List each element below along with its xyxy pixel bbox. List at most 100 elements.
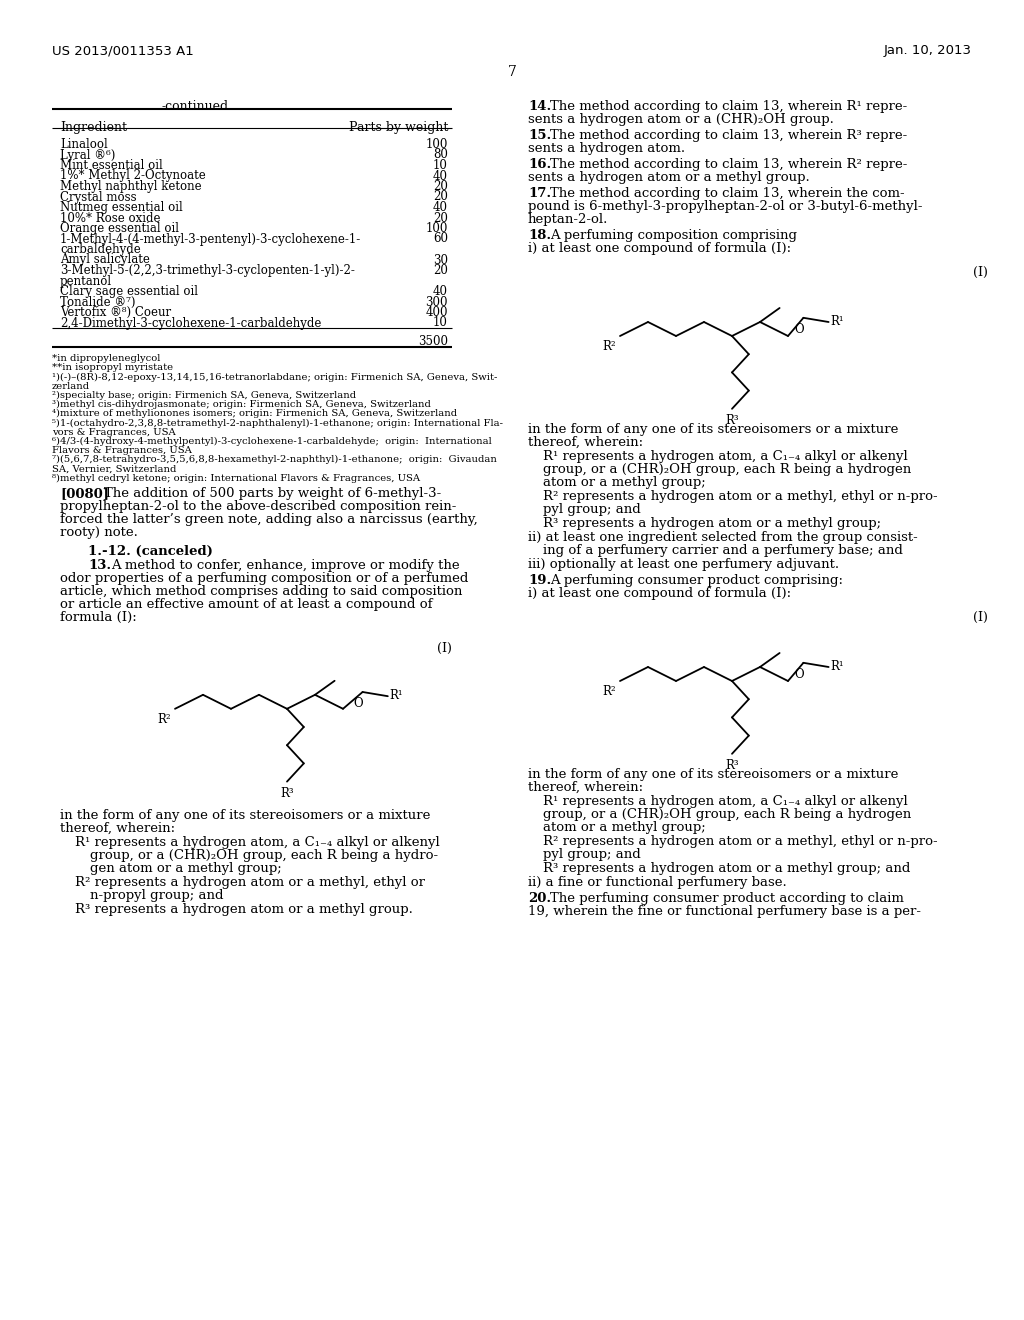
Text: n-propyl group; and: n-propyl group; and <box>90 888 223 902</box>
Text: formula (I):: formula (I): <box>60 611 137 624</box>
Text: -continued: -continued <box>162 100 228 114</box>
Text: 16.: 16. <box>528 158 551 172</box>
Text: A perfuming consumer product comprising:: A perfuming consumer product comprising: <box>550 574 843 587</box>
Text: pyl group; and: pyl group; and <box>543 503 641 516</box>
Text: R² represents a hydrogen atom or a methyl, ethyl or: R² represents a hydrogen atom or a methy… <box>75 875 425 888</box>
Text: Nutmeg essential oil: Nutmeg essential oil <box>60 201 182 214</box>
Text: ³)methyl cis-dihydrojasmonate; origin: Firmenich SA, Geneva, Switzerland: ³)methyl cis-dihydrojasmonate; origin: F… <box>52 400 431 409</box>
Text: ⁷)(5,6,7,8-tetrahydro-3,5,5,6,8,8-hexamethyl-2-naphthyl)-1-ethanone;  origin:  G: ⁷)(5,6,7,8-tetrahydro-3,5,5,6,8,8-hexame… <box>52 455 497 465</box>
Text: R³ represents a hydrogen atom or a methyl group;: R³ represents a hydrogen atom or a methy… <box>543 517 881 531</box>
Text: 20: 20 <box>433 180 449 193</box>
Text: 300: 300 <box>426 296 449 309</box>
Text: 13.: 13. <box>88 558 112 572</box>
Text: Mint essential oil: Mint essential oil <box>60 158 163 172</box>
Text: The method according to claim 13, wherein the com-: The method according to claim 13, wherei… <box>550 187 904 201</box>
Text: group, or a (CHR)₂OH group, each R being a hydrogen: group, or a (CHR)₂OH group, each R being… <box>543 463 911 477</box>
Text: ii) a fine or functional perfumery base.: ii) a fine or functional perfumery base. <box>528 876 786 888</box>
Text: (I): (I) <box>973 611 988 624</box>
Text: 1%* Methyl 2-Octynoate: 1%* Methyl 2-Octynoate <box>60 169 206 182</box>
Text: ⁸)methyl cedryl ketone; origin: International Flavors & Fragrances, USA: ⁸)methyl cedryl ketone; origin: Internat… <box>52 474 420 483</box>
Text: 10: 10 <box>433 317 449 330</box>
Text: *in dipropyleneglycol: *in dipropyleneglycol <box>52 354 161 363</box>
Text: vors & Fragrances, USA: vors & Fragrances, USA <box>52 428 176 437</box>
Text: group, or a (CHR)₂OH group, each R being a hydrogen: group, or a (CHR)₂OH group, each R being… <box>543 808 911 821</box>
Text: 60: 60 <box>433 232 449 246</box>
Text: The method according to claim 13, wherein R¹ repre-: The method according to claim 13, wherei… <box>550 100 907 114</box>
Text: R¹ represents a hydrogen atom, a C₁₋₄ alkyl or alkenyl: R¹ represents a hydrogen atom, a C₁₋₄ al… <box>75 836 439 849</box>
Text: 20.: 20. <box>528 892 551 906</box>
Text: 1-Methyl-4-(4-methyl-3-pentenyl)-3-cyclohexene-1-: 1-Methyl-4-(4-methyl-3-pentenyl)-3-cyclo… <box>60 232 361 246</box>
Text: 100: 100 <box>426 139 449 150</box>
Text: 40: 40 <box>433 285 449 298</box>
Text: 2,4-Dimethyl-3-cyclohexene-1-carbaldehyde: 2,4-Dimethyl-3-cyclohexene-1-carbaldehyd… <box>60 317 322 330</box>
Text: 20: 20 <box>433 190 449 203</box>
Text: Methyl naphthyl ketone: Methyl naphthyl ketone <box>60 180 202 193</box>
Text: 100: 100 <box>426 222 449 235</box>
Text: thereof, wherein:: thereof, wherein: <box>528 781 643 795</box>
Text: The method according to claim 13, wherein R² repre-: The method according to claim 13, wherei… <box>550 158 907 172</box>
Text: sents a hydrogen atom or a methyl group.: sents a hydrogen atom or a methyl group. <box>528 172 810 183</box>
Text: 7: 7 <box>508 65 516 79</box>
Text: 20: 20 <box>433 211 449 224</box>
Text: Crystal moss: Crystal moss <box>60 190 136 203</box>
Text: 400: 400 <box>426 306 449 319</box>
Text: pentanol: pentanol <box>60 275 112 288</box>
Text: US 2013/0011353 A1: US 2013/0011353 A1 <box>52 44 194 57</box>
Text: SA, Vernier, Switzerland: SA, Vernier, Switzerland <box>52 465 176 474</box>
Text: The addition of 500 parts by weight of 6-methyl-3-: The addition of 500 parts by weight of 6… <box>104 487 441 500</box>
Text: forced the latter’s green note, adding also a narcissus (earthy,: forced the latter’s green note, adding a… <box>60 512 478 525</box>
Text: 10: 10 <box>433 158 449 172</box>
Text: R²: R² <box>158 713 171 726</box>
Text: R²: R² <box>602 341 616 352</box>
Text: R² represents a hydrogen atom or a methyl, ethyl or n-pro-: R² represents a hydrogen atom or a methy… <box>543 490 938 503</box>
Text: rooty) note.: rooty) note. <box>60 525 138 539</box>
Text: i) at least one compound of formula (I):: i) at least one compound of formula (I): <box>528 242 792 255</box>
Text: R³ represents a hydrogen atom or a methyl group.: R³ represents a hydrogen atom or a methy… <box>75 903 413 916</box>
Text: odor properties of a perfuming composition or of a perfumed: odor properties of a perfuming compositi… <box>60 572 468 585</box>
Text: O: O <box>795 323 804 335</box>
Text: ¹)(-)–(8R)-8,12-epoxy-13,14,15,16-tetranorlabdane; origin: Firmenich SA, Geneva,: ¹)(-)–(8R)-8,12-epoxy-13,14,15,16-tetran… <box>52 372 498 381</box>
Text: A method to confer, enhance, improve or modify the: A method to confer, enhance, improve or … <box>111 558 460 572</box>
Text: 14.: 14. <box>528 100 551 114</box>
Text: 40: 40 <box>433 169 449 182</box>
Text: ⁴)mixture of methylionones isomers; origin: Firmenich SA, Geneva, Switzerland: ⁴)mixture of methylionones isomers; orig… <box>52 409 457 418</box>
Text: zerland: zerland <box>52 381 90 391</box>
Text: Parts by weight: Parts by weight <box>348 121 449 135</box>
Text: R¹ represents a hydrogen atom, a C₁₋₄ alkyl or alkenyl: R¹ represents a hydrogen atom, a C₁₋₄ al… <box>543 795 907 808</box>
Text: ing of a perfumery carrier and a perfumery base; and: ing of a perfumery carrier and a perfume… <box>543 544 903 557</box>
Text: Flavors & Fragrances, USA: Flavors & Fragrances, USA <box>52 446 191 455</box>
Text: R³ represents a hydrogen atom or a methyl group; and: R³ represents a hydrogen atom or a methy… <box>543 862 910 875</box>
Text: **in isopropyl myristate: **in isopropyl myristate <box>52 363 173 372</box>
Text: 19.: 19. <box>528 574 551 587</box>
Text: R¹: R¹ <box>390 689 403 702</box>
Text: The method according to claim 13, wherein R³ repre-: The method according to claim 13, wherei… <box>550 129 907 143</box>
Text: in the form of any one of its stereoisomers or a mixture: in the form of any one of its stereoisom… <box>528 768 898 781</box>
Text: thereof, wherein:: thereof, wherein: <box>60 822 175 834</box>
Text: A perfuming composition comprising: A perfuming composition comprising <box>550 228 797 242</box>
Text: propylheptan-2-ol to the above-described composition rein-: propylheptan-2-ol to the above-described… <box>60 500 457 512</box>
Text: carbaldehyde: carbaldehyde <box>60 243 140 256</box>
Text: 1.-12. (canceled): 1.-12. (canceled) <box>88 545 213 558</box>
Text: O: O <box>795 668 804 681</box>
Text: ⁶)4/3-(4-hydroxy-4-methylpentyl)-3-cyclohexene-1-carbaldehyde;  origin:  Interna: ⁶)4/3-(4-hydroxy-4-methylpentyl)-3-cyclo… <box>52 437 492 446</box>
Text: Ingredient: Ingredient <box>60 121 127 135</box>
Text: Linalool: Linalool <box>60 139 108 150</box>
Text: R³: R³ <box>725 413 738 426</box>
Text: Tonalide ®⁷): Tonalide ®⁷) <box>60 296 135 309</box>
Text: 19, wherein the fine or functional perfumery base is a per-: 19, wherein the fine or functional perfu… <box>528 906 921 917</box>
Text: R³: R³ <box>725 759 738 772</box>
Text: in the form of any one of its stereoisomers or a mixture: in the form of any one of its stereoisom… <box>528 422 898 436</box>
Text: R³: R³ <box>281 787 294 800</box>
Text: 80: 80 <box>433 149 449 161</box>
Text: 3500: 3500 <box>418 335 449 348</box>
Text: ii) at least one ingredient selected from the group consist-: ii) at least one ingredient selected fro… <box>528 531 918 544</box>
Text: 30: 30 <box>433 253 449 267</box>
Text: thereof, wherein:: thereof, wherein: <box>528 436 643 449</box>
Text: ²)specialty base; origin: Firmenich SA, Geneva, Switzerland: ²)specialty base; origin: Firmenich SA, … <box>52 391 356 400</box>
Text: Amyl salicylate: Amyl salicylate <box>60 253 150 267</box>
Text: Jan. 10, 2013: Jan. 10, 2013 <box>884 44 972 57</box>
Text: R¹: R¹ <box>830 660 844 673</box>
Text: ⁵)1-(octahydro-2,3,8,8-tetramethyl-2-naphthalenyl)-1-ethanone; origin: Internati: ⁵)1-(octahydro-2,3,8,8-tetramethyl-2-nap… <box>52 418 503 428</box>
Text: Lyral ®⁶): Lyral ®⁶) <box>60 149 116 161</box>
Text: R² represents a hydrogen atom or a methyl, ethyl or n-pro-: R² represents a hydrogen atom or a methy… <box>543 836 938 847</box>
